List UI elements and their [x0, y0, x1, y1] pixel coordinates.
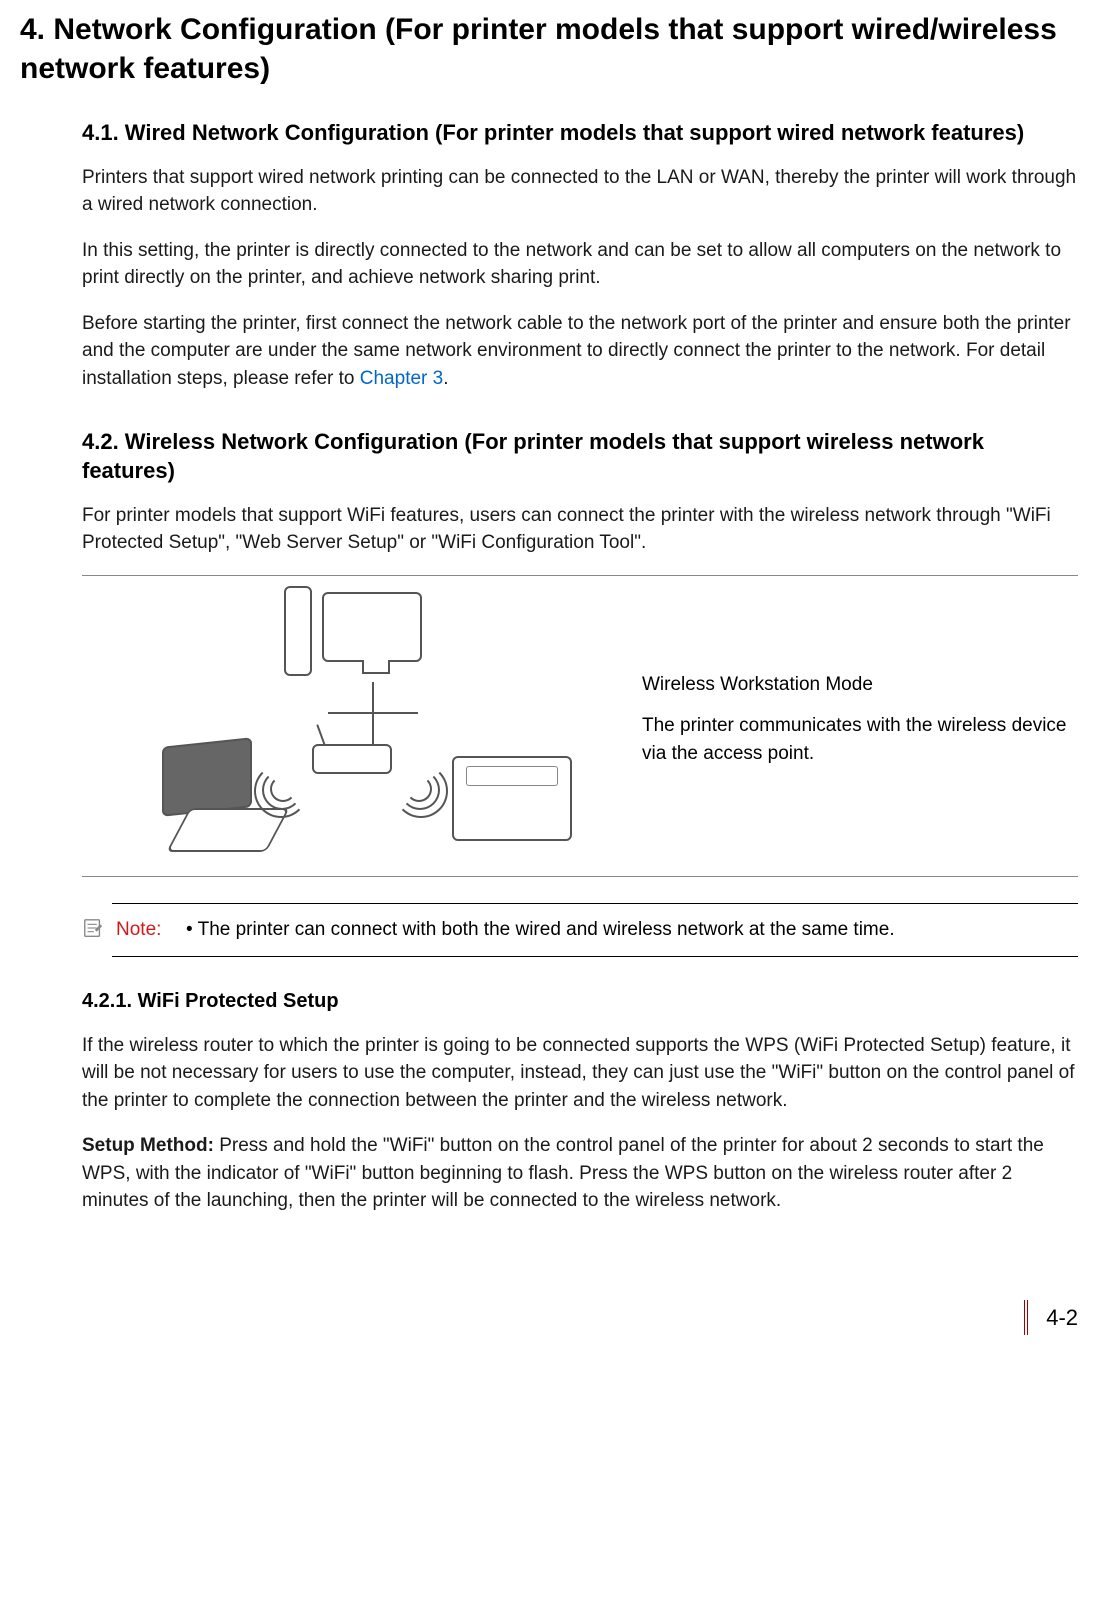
note-content: Note: • The printer can connect with bot…	[112, 903, 1078, 957]
section-4-1-p3-suffix: .	[443, 368, 448, 389]
diagram-body: The printer communicates with the wirele…	[642, 712, 1078, 767]
note-box: Note: • The printer can connect with bot…	[82, 903, 1078, 957]
setup-method-body: Press and hold the "WiFi" button on the …	[82, 1135, 1044, 1211]
section-4-1-p3: Before starting the printer, first conne…	[82, 310, 1078, 393]
chapter-heading: 4. Network Configuration (For printer mo…	[20, 10, 1078, 88]
section-4-1-p3-prefix: Before starting the printer, first conne…	[82, 313, 1071, 389]
laptop-icon	[162, 737, 252, 816]
printer-icon	[452, 756, 572, 841]
section-4-2-heading: 4.2. Wireless Network Configuration (For…	[82, 427, 1078, 486]
section-4-2-1-heading: 4.2.1. WiFi Protected Setup	[82, 987, 1078, 1016]
section-4-1-p2: In this setting, the printer is directly…	[82, 237, 1078, 292]
section-4-1-p1: Printers that support wired network prin…	[82, 164, 1078, 219]
wireless-diagram	[162, 586, 582, 866]
content-body: 4.1. Wired Network Configuration (For pr…	[20, 118, 1078, 1215]
router-icon	[312, 744, 392, 774]
page-number: 4-2	[1024, 1300, 1078, 1335]
section-4-1-heading: 4.1. Wired Network Configuration (For pr…	[82, 118, 1078, 148]
wireless-diagram-block: Wireless Workstation Mode The printer co…	[82, 575, 1078, 877]
section-4-2-1-p2: Setup Method: Press and hold the "WiFi" …	[82, 1132, 1078, 1215]
note-label: Note:	[116, 916, 180, 944]
note-text: • The printer can connect with both the …	[180, 916, 1074, 944]
diagram-title: Wireless Workstation Mode	[642, 671, 1078, 699]
page-footer: 4-2	[20, 1295, 1078, 1335]
note-icon	[82, 903, 112, 946]
section-4-2-1-p1: If the wireless router to which the prin…	[82, 1032, 1078, 1115]
monitor-icon	[322, 592, 422, 662]
diagram-caption: Wireless Workstation Mode The printer co…	[582, 671, 1078, 782]
wifi-signal-icon	[394, 764, 448, 818]
wifi-signal-icon	[254, 764, 308, 818]
connection-line	[372, 682, 374, 746]
desktop-tower-icon	[284, 586, 312, 676]
chapter-3-link[interactable]: Chapter 3	[360, 368, 443, 389]
section-4-2-p1: For printer models that support WiFi fea…	[82, 502, 1078, 557]
setup-method-label: Setup Method:	[82, 1135, 219, 1156]
